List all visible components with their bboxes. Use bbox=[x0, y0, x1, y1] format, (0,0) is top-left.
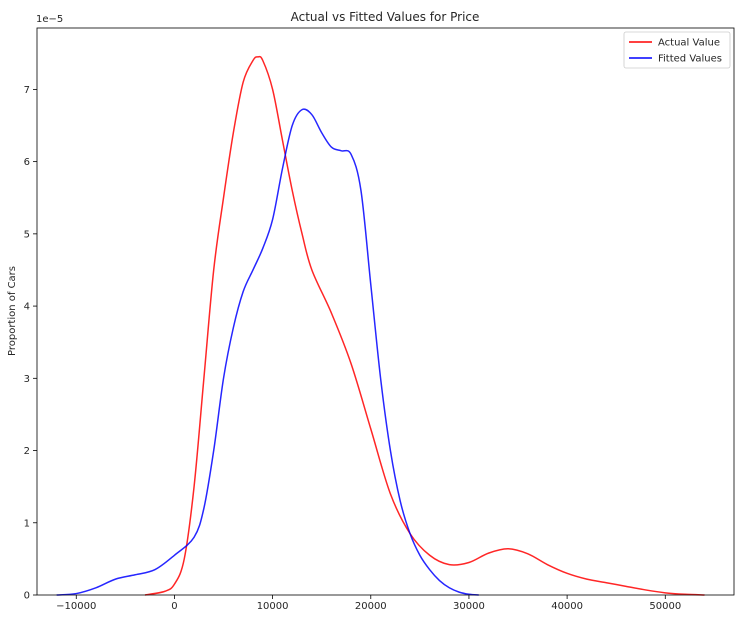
series-line-actual-value bbox=[144, 55, 705, 596]
y-tick-label: 7 bbox=[24, 85, 30, 96]
x-tick-label: 10000 bbox=[257, 601, 289, 612]
legend-label: Fitted Values bbox=[658, 54, 722, 65]
plot-area: −10000 0 10000 20000 30000 40000 50000 0 1 2 3 4 5 6 7 bbox=[24, 27, 735, 612]
y-axis-label: Proportion of Cars bbox=[7, 266, 18, 356]
y-multiplier-label: 1e−5 bbox=[36, 14, 63, 25]
x-tick-label: 20000 bbox=[355, 601, 387, 612]
y-tick-label: 5 bbox=[24, 229, 30, 240]
legend: Actual Value Fitted Values bbox=[623, 31, 731, 69]
chart-title: Actual vs Fitted Values for Price bbox=[291, 10, 480, 24]
x-tick-label: 50000 bbox=[649, 601, 681, 612]
y-tick-label: 4 bbox=[24, 302, 30, 313]
x-tick-label: 0 bbox=[171, 601, 177, 612]
y-tick-label: 0 bbox=[24, 591, 30, 602]
y-tick-label: 2 bbox=[24, 446, 30, 457]
series-line-fitted-values bbox=[56, 108, 479, 596]
legend-label: Actual Value bbox=[658, 38, 720, 49]
y-tick-label: 1 bbox=[24, 518, 30, 529]
plot-frame bbox=[36, 27, 735, 596]
x-tick-label: 30000 bbox=[453, 601, 485, 612]
y-tick-label: 6 bbox=[24, 157, 30, 168]
x-tick-label: 40000 bbox=[551, 601, 583, 612]
y-tick-label: 3 bbox=[24, 374, 30, 385]
x-tick-label: −10000 bbox=[56, 601, 96, 612]
legend-box bbox=[623, 31, 731, 69]
